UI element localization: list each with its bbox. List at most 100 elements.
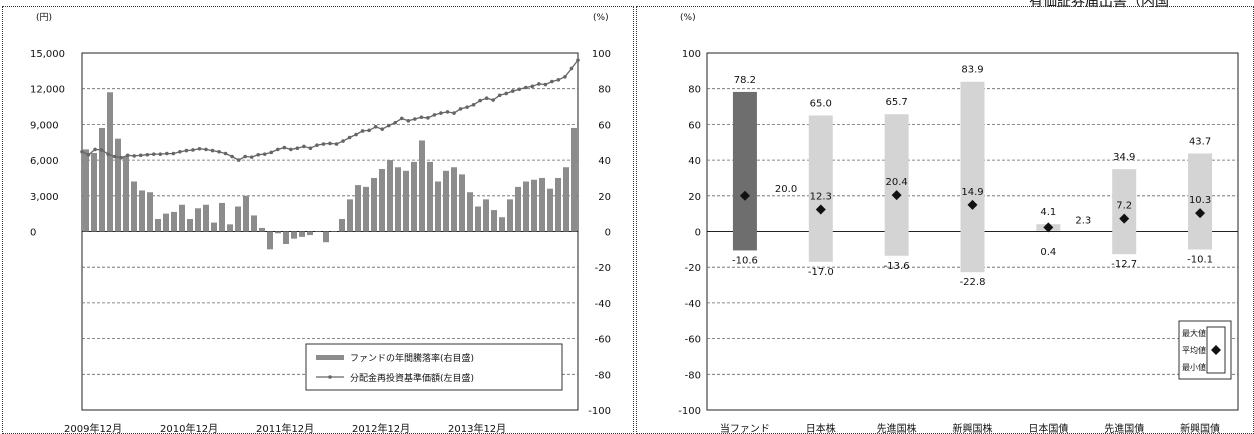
nav-point <box>380 127 385 131</box>
nav-point <box>478 98 482 103</box>
nav-point <box>230 154 234 159</box>
y-tick-label: 80 <box>688 85 701 96</box>
nav-point <box>491 98 495 102</box>
y-unit: (%) <box>680 13 696 23</box>
nav-point <box>223 151 228 156</box>
nav-point <box>399 116 404 121</box>
range-bar <box>1112 169 1137 255</box>
return-bar <box>323 231 329 243</box>
y-left-tick-label: 0 <box>30 228 36 239</box>
nav-point <box>386 123 391 128</box>
nav-point <box>256 152 261 157</box>
return-bar <box>291 231 297 239</box>
return-bar <box>379 169 385 232</box>
nav-point <box>145 152 150 157</box>
min-value-label: -13.6 <box>884 261 910 272</box>
return-bar <box>403 170 409 232</box>
max-value-label: 43.7 <box>1189 136 1211 147</box>
nav-point <box>367 128 371 133</box>
return-bar <box>515 186 521 232</box>
return-bar <box>451 167 457 232</box>
nav-point <box>158 152 163 156</box>
return-bar <box>555 177 561 232</box>
mean-value-label: 10.3 <box>1189 195 1211 206</box>
mean-marker <box>739 190 750 201</box>
y-right-tick-label: 100 <box>592 49 611 60</box>
return-bar <box>547 188 553 232</box>
nav-point <box>138 153 143 158</box>
return-bar <box>387 160 393 232</box>
return-bar <box>419 140 425 232</box>
nav-point <box>328 141 332 146</box>
min-value-label: 0.4 <box>1040 247 1056 258</box>
min-value-label: -12.7 <box>1111 259 1137 270</box>
mean-marker <box>967 199 978 210</box>
max-value-label: 34.9 <box>1113 152 1135 163</box>
nav-point <box>426 116 430 120</box>
nav-point <box>184 148 189 153</box>
y-tick-label: 0 <box>695 228 701 239</box>
mean-value-label: 12.3 <box>810 192 832 203</box>
return-bar <box>227 224 233 232</box>
legend-max-label: 最大値 <box>1182 328 1206 338</box>
mean-value-label: 14.9 <box>961 187 983 198</box>
legend-mean-marker <box>1211 345 1221 355</box>
x-tick-label: 2013年12月 <box>448 422 506 434</box>
nav-point <box>458 107 463 111</box>
return-bar <box>315 231 321 232</box>
nav-point <box>465 105 469 109</box>
x-category-label: 新興国債 <box>1180 422 1220 434</box>
y-tick-label: -100 <box>678 406 701 417</box>
return-bar <box>395 167 401 232</box>
y-right-tick-label: -60 <box>595 335 611 346</box>
return-bar <box>147 192 153 232</box>
return-bar <box>155 219 161 232</box>
range-bar <box>808 115 833 262</box>
x-tick-label: 2011年12月 <box>256 422 314 434</box>
nav-point <box>151 152 156 156</box>
return-bar <box>443 170 449 232</box>
nav-point <box>393 120 398 125</box>
y-tick-label: -80 <box>685 370 701 381</box>
mean-value-label: 7.2 <box>1116 201 1132 212</box>
right-chart: 100 80 60 40 20 0 -20 -40 -60 -80 -100 (%) 78.2 -10.6… <box>678 13 1239 434</box>
y-right-tick-label: 80 <box>598 85 611 96</box>
nav-point <box>112 154 117 159</box>
nav-point <box>543 82 548 87</box>
nav-point <box>321 142 326 146</box>
nav-point <box>132 154 137 158</box>
nav-point <box>563 75 567 79</box>
nav-point <box>80 149 84 154</box>
nav-point <box>452 111 456 115</box>
min-value-label: -17.0 <box>808 267 834 278</box>
legend-bar-swatch <box>316 355 344 360</box>
legend-mean-label: 平均値 <box>1182 345 1206 355</box>
return-bar <box>539 177 545 232</box>
x-category-label: 日本株 <box>806 422 836 434</box>
y-tick-label: 40 <box>688 156 701 167</box>
y-tick-label: -20 <box>685 263 701 274</box>
y-tick-label: -60 <box>685 335 701 346</box>
return-bar <box>347 199 353 232</box>
nav-point <box>197 146 202 151</box>
y-left-tick-label: 12,000 <box>30 85 65 96</box>
mean-marker <box>1043 222 1054 233</box>
nav-point <box>484 96 489 101</box>
return-bar <box>235 206 241 232</box>
nav-point <box>354 132 358 137</box>
return-bar <box>459 174 465 232</box>
nav-point <box>86 152 91 157</box>
return-bar <box>355 185 361 232</box>
x-category-label: 先進国債 <box>1104 422 1144 434</box>
nav-point <box>432 113 437 117</box>
y-tick-label: 100 <box>682 49 701 60</box>
mean-value-label: 20.0 <box>775 184 797 195</box>
return-bar <box>123 156 129 232</box>
return-bar <box>163 213 169 232</box>
nav-point <box>360 129 365 133</box>
return-bar <box>523 181 529 232</box>
nav-point <box>210 148 215 153</box>
nav-point <box>413 117 417 121</box>
y-right-tick-label: -100 <box>588 406 611 417</box>
return-bar <box>467 192 473 232</box>
